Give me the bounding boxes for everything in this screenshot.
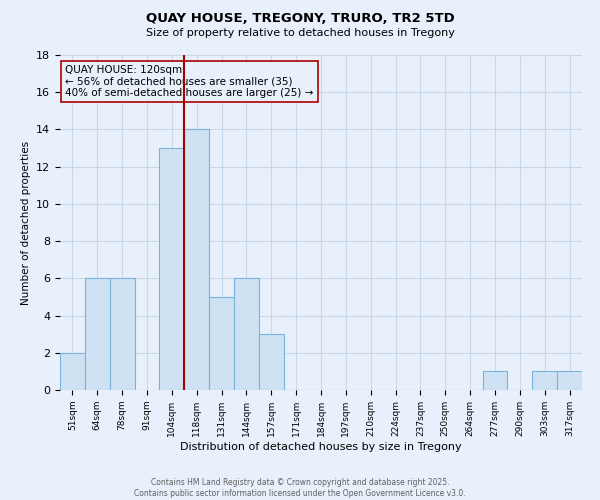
Bar <box>110 278 134 390</box>
Bar <box>209 297 234 390</box>
Bar <box>160 148 184 390</box>
Bar <box>60 353 85 390</box>
Y-axis label: Number of detached properties: Number of detached properties <box>20 140 31 304</box>
Bar <box>259 334 284 390</box>
Text: QUAY HOUSE: 120sqm
← 56% of detached houses are smaller (35)
40% of semi-detache: QUAY HOUSE: 120sqm ← 56% of detached hou… <box>65 65 314 98</box>
Text: QUAY HOUSE, TREGONY, TRURO, TR2 5TD: QUAY HOUSE, TREGONY, TRURO, TR2 5TD <box>146 12 454 26</box>
X-axis label: Distribution of detached houses by size in Tregony: Distribution of detached houses by size … <box>180 442 462 452</box>
Bar <box>557 372 582 390</box>
Text: Size of property relative to detached houses in Tregony: Size of property relative to detached ho… <box>146 28 454 38</box>
Text: Contains HM Land Registry data © Crown copyright and database right 2025.
Contai: Contains HM Land Registry data © Crown c… <box>134 478 466 498</box>
Bar <box>184 130 209 390</box>
Bar <box>85 278 110 390</box>
Bar <box>234 278 259 390</box>
Bar <box>532 372 557 390</box>
Bar <box>482 372 508 390</box>
